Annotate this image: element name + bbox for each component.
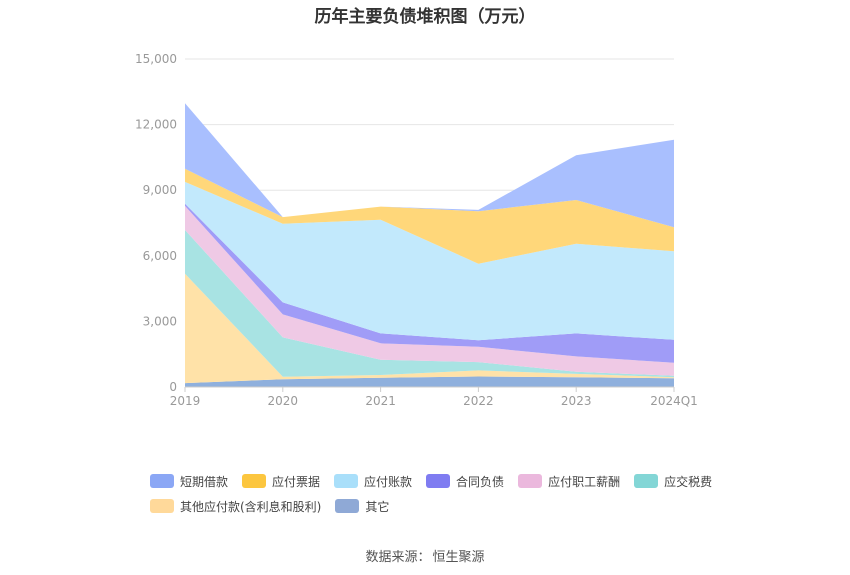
source-value: 恒生聚源 xyxy=(432,550,485,565)
chart-legend: 短期借款 应付票据 应付账款 合同负债 应付职工薪酬 应交税费 其他应付款(含利息和股利) 其… xyxy=(150,470,750,520)
chart-title: 历年主要负债堆积图（万元） xyxy=(314,7,536,27)
area-series xyxy=(185,203,674,363)
legend-label: 短期借款 xyxy=(180,474,229,489)
data-source: 数据来源： 恒生聚源 xyxy=(0,546,850,565)
legend-item[interactable]: 其他应付款(含利息和股利) xyxy=(150,498,321,515)
legend-swatch xyxy=(150,499,174,513)
legend-label: 其他应付款(含利息和股利) xyxy=(180,499,322,514)
legend-swatch xyxy=(334,474,359,488)
x-tick-label: 2019 xyxy=(170,394,201,408)
x-tick-label: 2021 xyxy=(365,394,396,408)
area-series xyxy=(185,273,674,384)
legend-label: 应付职工薪酬 xyxy=(548,474,621,489)
legend-swatch xyxy=(634,474,659,488)
area-series xyxy=(185,103,674,228)
area-series xyxy=(185,205,674,376)
legend-item[interactable]: 其它 xyxy=(335,498,389,515)
x-tick-label: 2022 xyxy=(463,394,494,408)
y-tick-label: 12,000 xyxy=(135,118,177,132)
y-tick-label: 9,000 xyxy=(143,183,177,197)
legend-swatch xyxy=(242,474,267,488)
area-series xyxy=(185,168,674,264)
legend-item[interactable]: 短期借款 xyxy=(150,473,228,490)
legend-row: 短期借款 应付票据 应付账款 合同负债 应付职工薪酬 应交税费 xyxy=(150,470,750,492)
legend-label: 应交税费 xyxy=(664,474,713,489)
x-tick-label: 2023 xyxy=(561,394,592,408)
area-series xyxy=(185,376,674,387)
legend-swatch xyxy=(426,474,451,488)
y-tick-label: 0 xyxy=(169,380,177,394)
y-tick-label: 3,000 xyxy=(143,314,177,328)
legend-swatch xyxy=(518,474,543,488)
y-tick-label: 15,000 xyxy=(135,52,177,66)
legend-item[interactable]: 应交税费 xyxy=(634,473,712,490)
legend-label: 合同负债 xyxy=(456,474,505,489)
legend-swatch xyxy=(150,474,174,488)
legend-row: 其他应付款(含利息和股利) 其它 xyxy=(150,495,750,517)
legend-item[interactable]: 应付账款 xyxy=(334,473,412,490)
legend-label: 应付账款 xyxy=(364,474,413,489)
area-series xyxy=(185,181,674,341)
y-tick-label: 6,000 xyxy=(143,249,177,263)
legend-swatch xyxy=(335,499,360,513)
x-tick-label: 2020 xyxy=(268,394,299,408)
legend-label: 应付票据 xyxy=(272,474,321,489)
legend-item[interactable]: 合同负债 xyxy=(426,473,504,490)
legend-item[interactable]: 应付票据 xyxy=(242,473,320,490)
x-tick-label: 2024Q1 xyxy=(650,394,698,408)
legend-item[interactable]: 应付职工薪酬 xyxy=(518,473,620,490)
legend-label: 其它 xyxy=(365,499,390,514)
source-label: 数据来源： xyxy=(365,550,431,565)
